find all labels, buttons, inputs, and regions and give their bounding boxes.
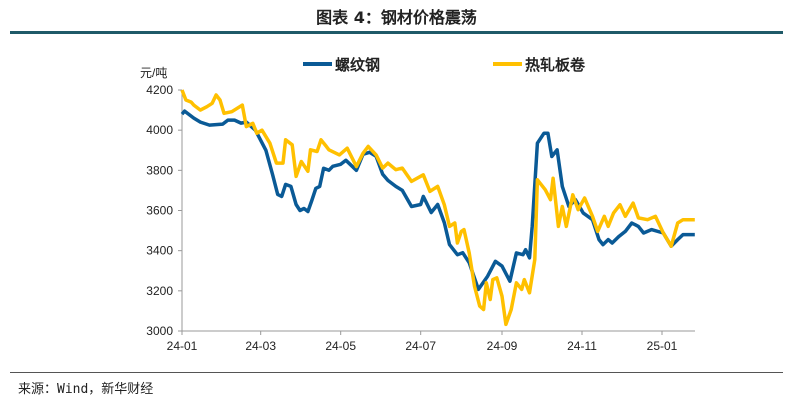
x-tick-label: 24-11: [567, 339, 597, 353]
y-tick-label: 3800: [146, 163, 173, 177]
footer-divider: [10, 372, 783, 373]
legend: 螺纹钢 热轧板卷: [303, 56, 586, 74]
x-tick-label: 24-01: [167, 339, 198, 353]
y-tick-label: 4200: [146, 83, 173, 97]
y-axis-label: 元/吨: [140, 66, 167, 80]
title-divider: [10, 31, 783, 34]
y-tick-label: 3600: [146, 204, 173, 218]
line-chart: 元/吨 螺纹钢 热轧板卷 3000 3200 3400 3600 3800 4000 4200…: [140, 56, 695, 353]
chart-title: 图表 4：钢材价格震荡: [316, 8, 477, 27]
x-tick-label: 24-09: [487, 339, 518, 353]
x-tick-label: 25-01: [647, 339, 678, 353]
legend-label: 热轧板卷: [525, 56, 586, 74]
y-tick-label: 4000: [146, 123, 173, 137]
x-tick-label: 24-07: [405, 339, 436, 353]
series-line-hot-rolled-coil: [180, 89, 695, 327]
source-note: 来源：Wind，新华财经: [18, 382, 154, 397]
legend-label: 螺纹钢: [335, 56, 380, 74]
y-tick-label: 3200: [146, 284, 173, 298]
series-line-rebar: [180, 109, 695, 292]
x-tick-label: 24-05: [325, 339, 356, 353]
y-tick-label: 3400: [146, 244, 173, 258]
y-tick-label: 3000: [146, 324, 173, 338]
x-tick-label: 24-03: [245, 339, 276, 353]
